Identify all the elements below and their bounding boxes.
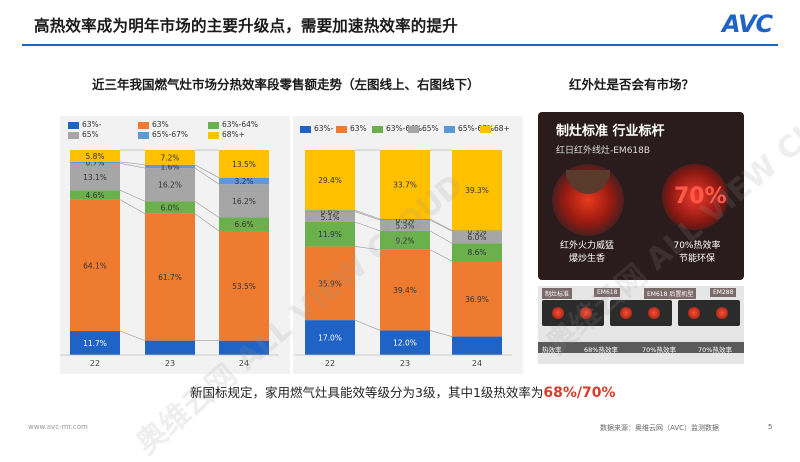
data-label-left-22-63%-: 11.7% (83, 339, 107, 348)
data-label-right-22-68+: 29.4% (318, 176, 342, 185)
connector-line-left (120, 331, 145, 341)
category-label-right-24: 24 (472, 359, 482, 368)
bar-left-23-63%- (145, 341, 195, 355)
connector-line-right (355, 320, 380, 330)
stove-thumb-3 (678, 300, 740, 326)
connector-line-left (195, 168, 219, 184)
data-label-right-23-63%: 39.4% (393, 286, 417, 295)
compare-header-3: EM618 后置机型 (644, 288, 696, 299)
category-label-left-22: 22 (90, 359, 100, 368)
data-label-left-23-68%+: 7.2% (160, 153, 179, 162)
connector-line-right (430, 330, 452, 336)
footer-url: www.avc-mr.com (28, 423, 88, 431)
category-label-right-22: 22 (325, 359, 335, 368)
footer-source: 数据来源：奥维云网（AVC）监测数据 (600, 423, 719, 433)
category-label-right-23: 23 (400, 359, 410, 368)
compare-header-4: EM288 (710, 288, 736, 297)
compare-value-2: 70%热效率 (642, 344, 676, 354)
data-label-left-23-63%: 61.7% (158, 273, 182, 282)
data-label-left-22-68%+: 5.8% (85, 152, 104, 161)
product-standard: 制灶标准 行业标杆 (556, 120, 665, 139)
data-label-left-24-65%-67%: 3.2% (234, 177, 253, 186)
connector-line-left (120, 190, 145, 201)
connector-line-left (120, 162, 145, 165)
connector-line-right (430, 231, 452, 243)
data-label-left-22-63%: 64.1% (83, 261, 107, 270)
page-number: 5 (768, 423, 772, 431)
category-label-left-23: 23 (165, 359, 175, 368)
data-label-left-23-63%-64%: 6.0% (160, 204, 179, 213)
compare-header-1: 制灶标准 (542, 288, 572, 299)
data-label-left-24-65%: 16.2% (232, 197, 256, 206)
product-model: 红日红外线灶-EM618B (556, 143, 650, 156)
regulation-note: 新国标规定，家用燃气灶具能效等级分为3级，其中1级热效率为68%/70% (190, 382, 616, 401)
compare-value-1: 68%热效率 (584, 344, 618, 354)
connector-line-left (195, 165, 219, 178)
note-text: 新国标规定，家用燃气灶具能效等级分为3级，其中1级热效率为 (190, 385, 543, 400)
data-label-right-24-63%-64%: 8.6% (467, 248, 486, 257)
note-highlight: 68%/70% (543, 385, 615, 401)
label-left-1: 红外火力威猛 (552, 240, 622, 252)
data-label-right-22-63%-64%: 11.9% (318, 230, 342, 239)
connector-line-right (430, 250, 452, 261)
connector-line-left (195, 201, 219, 217)
connector-line-left (195, 214, 219, 231)
data-label-left-24-63%-64%: 6.6% (234, 220, 253, 229)
data-label-right-22-63%-: 17.0% (318, 334, 342, 343)
bar-right-24-63%- (452, 337, 502, 355)
data-label-left-23-65%: 16.2% (158, 181, 182, 190)
connector-line-left (120, 200, 145, 214)
data-label-left-24-63%: 53.5% (232, 282, 256, 291)
compare-value-3: 70%热效率 (698, 344, 732, 354)
data-label-left-22-63%-64%: 4.6% (85, 191, 104, 200)
connector-line-left (120, 163, 145, 168)
data-label-left-24-68%+: 13.5% (232, 160, 256, 169)
data-label-left-22-65%: 13.1% (83, 173, 107, 182)
data-label-right-23-63%-: 12.0% (393, 339, 417, 348)
data-label-right-24-63%: 36.9% (465, 295, 489, 304)
